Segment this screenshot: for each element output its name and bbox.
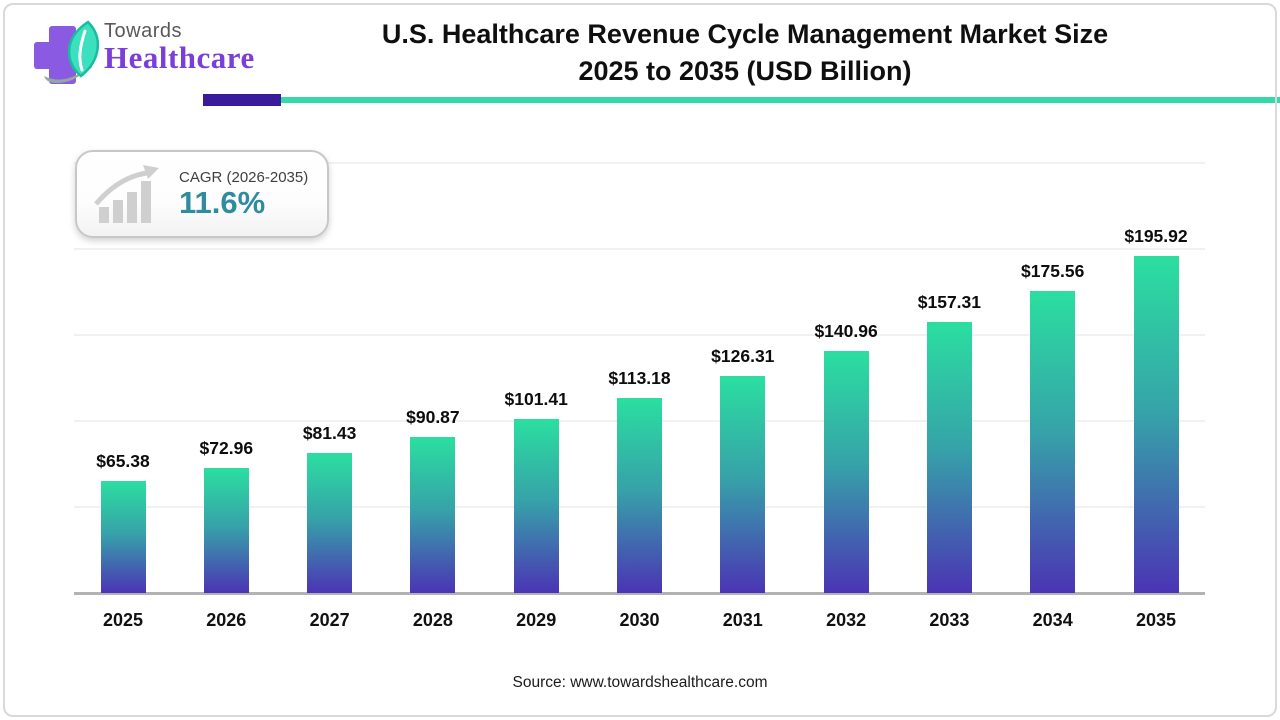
source-text: Source: www.towardshealthcare.com bbox=[512, 674, 768, 691]
x-tick-2030: 2030 bbox=[619, 610, 660, 630]
x-tick-2032: 2032 bbox=[826, 610, 867, 630]
x-axis-line bbox=[74, 592, 1205, 595]
value-label-2032: $140.96 bbox=[814, 321, 878, 341]
value-label-2029: $101.41 bbox=[504, 389, 568, 409]
chart-title: U.S. Healthcare Revenue Cycle Management… bbox=[250, 16, 1240, 90]
value-label-2031: $126.31 bbox=[711, 346, 775, 366]
value-label-2025: $65.38 bbox=[96, 451, 150, 471]
value-label-2027: $81.43 bbox=[302, 423, 357, 443]
bar-2029 bbox=[513, 419, 559, 593]
value-label-2030: $113.18 bbox=[608, 368, 671, 388]
gridline-250 bbox=[74, 162, 1205, 164]
x-tick-2033: 2033 bbox=[929, 610, 970, 630]
cagr-badge-text: CAGR (2026-2035) 11.6% bbox=[179, 169, 308, 220]
bar-2035 bbox=[1133, 256, 1179, 593]
logo-healthcare-text: Healthcare bbox=[104, 40, 255, 75]
x-tick-2031: 2031 bbox=[722, 610, 763, 630]
bar-2034 bbox=[1030, 291, 1076, 593]
gridline-200 bbox=[74, 248, 1205, 250]
logo-towards-text: Towards bbox=[104, 20, 182, 42]
cagr-value: 11.6% bbox=[179, 184, 266, 220]
bar-2031 bbox=[720, 376, 766, 593]
bar-2026 bbox=[203, 468, 249, 593]
cagr-badge: CAGR (2026-2035) 11.6% bbox=[75, 150, 329, 238]
value-label-2026: $72.96 bbox=[199, 438, 254, 458]
x-tick-2025: 2025 bbox=[102, 610, 144, 630]
value-label-2035: $195.92 bbox=[1124, 226, 1188, 246]
header-divider-accent bbox=[203, 94, 281, 106]
x-tick-2028: 2028 bbox=[412, 610, 453, 630]
x-tick-2029: 2029 bbox=[516, 610, 557, 630]
x-tick-2027: 2027 bbox=[309, 610, 350, 630]
growth-chart-icon bbox=[94, 165, 159, 223]
bar-2028 bbox=[410, 437, 456, 593]
gridline-150 bbox=[74, 334, 1205, 336]
cagr-label: CAGR (2026-2035) bbox=[179, 168, 309, 186]
bar-2032 bbox=[823, 351, 869, 593]
bar-2025 bbox=[100, 481, 146, 593]
logo-cross-leaf-icon bbox=[34, 20, 100, 84]
header-divider-line bbox=[281, 97, 1280, 103]
bar-2030 bbox=[617, 398, 662, 593]
bar-2027 bbox=[307, 453, 353, 593]
x-tick-2026: 2026 bbox=[206, 610, 247, 630]
x-tick-2035: 2035 bbox=[1135, 610, 1177, 630]
towards-healthcare-logo: Towards Healthcare bbox=[22, 12, 255, 96]
logo-wordmark: Towards Healthcare bbox=[104, 20, 255, 76]
chart-title-line1: U.S. Healthcare Revenue Cycle Management… bbox=[381, 19, 1109, 49]
bar-2033 bbox=[926, 322, 972, 593]
value-label-2028: $90.87 bbox=[406, 407, 460, 427]
plot-area: $65.38 2025 $72.96 2026 $81.43 2027 $90.87 2028… bbox=[74, 162, 1205, 630]
value-label-2034: $175.56 bbox=[1021, 261, 1085, 281]
value-label-2033: $157.31 bbox=[917, 292, 982, 312]
chart-title-line2: 2025 to 2035 (USD Billion) bbox=[578, 56, 912, 86]
x-tick-2034: 2034 bbox=[1032, 610, 1073, 630]
